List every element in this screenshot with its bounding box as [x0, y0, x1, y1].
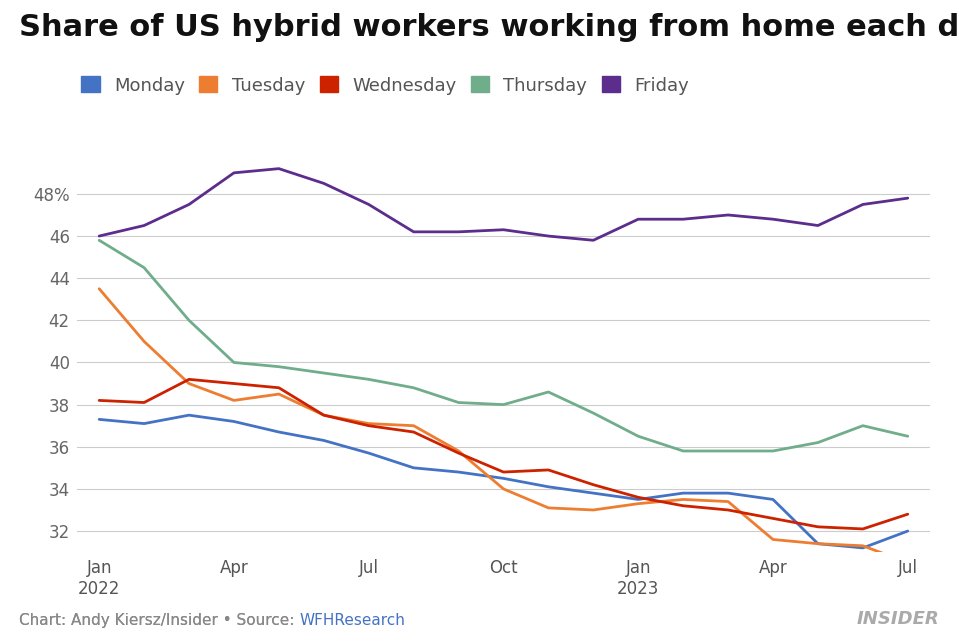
Text: Share of US hybrid workers working from home each day: Share of US hybrid workers working from … — [19, 13, 959, 42]
Text: Chart: Andy Kiersz/Insider • Source:: Chart: Andy Kiersz/Insider • Source: — [19, 613, 299, 628]
Legend: Monday, Tuesday, Wednesday, Thursday, Friday: Monday, Tuesday, Wednesday, Thursday, Fr… — [82, 76, 689, 94]
Text: Chart: Andy Kiersz/Insider • Source:: Chart: Andy Kiersz/Insider • Source: — [19, 613, 299, 628]
Text: INSIDER: INSIDER — [857, 610, 940, 628]
Text: WFHResearch: WFHResearch — [299, 613, 406, 628]
